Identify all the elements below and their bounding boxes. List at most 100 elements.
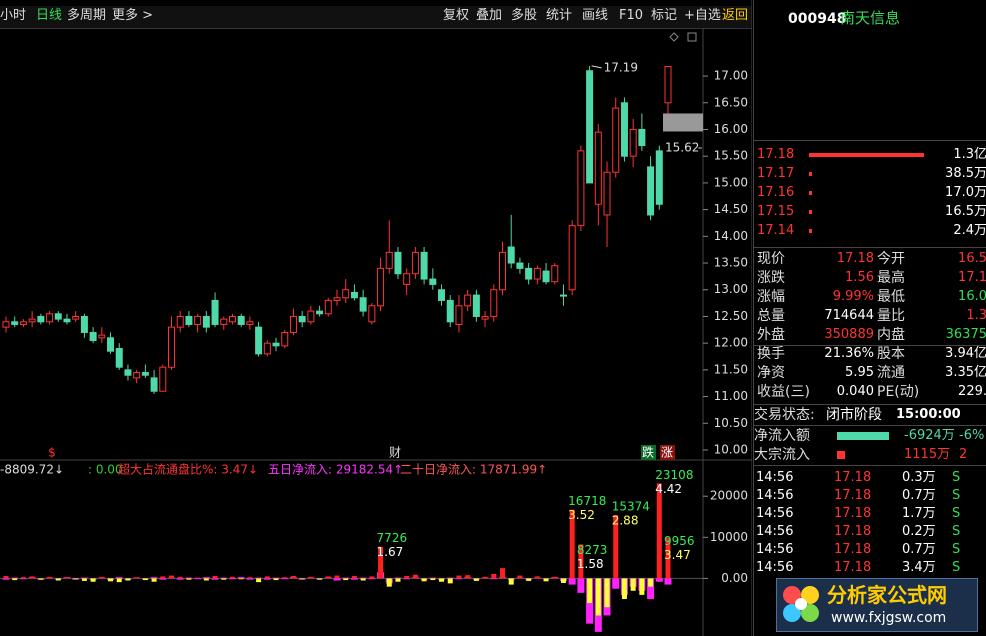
flow-bar bbox=[334, 575, 340, 579]
flow-bar bbox=[263, 578, 271, 580]
flow-bar bbox=[394, 577, 402, 579]
event-marker: 跌 bbox=[642, 445, 654, 460]
stat-value: 16.5 bbox=[958, 251, 986, 266]
flow-bar bbox=[517, 575, 523, 579]
stat-value: 1.56 bbox=[845, 270, 874, 285]
y-tick-label: 12.50 bbox=[714, 309, 748, 323]
candle-body bbox=[220, 318, 228, 325]
flow-value: -6924万 bbox=[904, 428, 955, 443]
y-tick-label: 10.50 bbox=[714, 416, 748, 430]
event-badge bbox=[660, 445, 675, 460]
book-price: 17.15 bbox=[757, 204, 795, 219]
toolbar-button[interactable]: 复权 bbox=[443, 8, 470, 23]
candle-body bbox=[150, 377, 158, 392]
flow-bar bbox=[195, 577, 201, 579]
toolbar-button[interactable]: 多股 bbox=[511, 8, 538, 23]
stat-value: 229. bbox=[958, 384, 986, 399]
candle-body bbox=[98, 334, 106, 339]
y-tick-label: 16.00 bbox=[714, 122, 748, 136]
candle-body bbox=[446, 299, 454, 323]
divider bbox=[754, 345, 986, 346]
toolbar-button[interactable]: 画线 bbox=[582, 8, 609, 23]
stat-label: 今开 bbox=[877, 251, 905, 267]
cursor-dash: - bbox=[698, 140, 702, 154]
y-tick-label: 15.00 bbox=[714, 175, 748, 189]
trade-time: 14:56 bbox=[756, 506, 794, 521]
trade-volume: 3.4万 bbox=[902, 560, 936, 575]
flow-bar bbox=[256, 578, 262, 583]
flow-bar bbox=[568, 578, 576, 585]
stat-label: 现价 bbox=[757, 251, 785, 267]
flow-bar bbox=[447, 578, 453, 584]
toolbar-button[interactable]: 标记 bbox=[651, 8, 678, 23]
flow-bar bbox=[343, 578, 349, 581]
toolbar-button[interactable]: +自选 bbox=[684, 8, 721, 23]
trade-price: 17.18 bbox=[834, 542, 872, 557]
candle-body bbox=[72, 315, 80, 320]
flow-bar bbox=[604, 578, 610, 608]
toolbar-item[interactable]: 小时 bbox=[0, 8, 27, 23]
flow-bar bbox=[587, 578, 593, 604]
book-volume: 1.3亿 bbox=[953, 147, 986, 162]
toolbar-item[interactable]: 多周期 bbox=[67, 8, 107, 23]
trade-volume: 0.7万 bbox=[902, 542, 936, 557]
flow-bar bbox=[837, 432, 889, 440]
candle-body bbox=[455, 305, 463, 325]
toolbar-item[interactable]: 更多 > bbox=[112, 8, 154, 23]
candle-body bbox=[655, 150, 663, 205]
book-price: 17.17 bbox=[757, 166, 795, 181]
trade-time: 14:56 bbox=[756, 470, 794, 485]
trade-volume: 0.2万 bbox=[902, 524, 936, 539]
flow-bar bbox=[246, 578, 254, 580]
toolbar-button[interactable]: 叠加 bbox=[476, 8, 503, 23]
divider bbox=[754, 425, 986, 426]
flow-bar bbox=[630, 578, 636, 591]
trade-time: 14:56 bbox=[756, 560, 794, 575]
flow-bar bbox=[212, 575, 218, 579]
flow-bar bbox=[404, 575, 410, 579]
candle-body bbox=[420, 251, 428, 280]
flow-bar bbox=[282, 577, 288, 579]
trade-side: S bbox=[952, 470, 961, 485]
quote-panel: 000948 南天信息 17.18 1.3亿 17.17 38.5万 17.16 17.0万 1… bbox=[753, 0, 986, 636]
candle-body bbox=[255, 326, 263, 355]
y-tick-label: 17.00 bbox=[714, 69, 748, 83]
stat-value: 714644 bbox=[824, 308, 874, 323]
flow-pct: 2 bbox=[959, 447, 968, 462]
candle-body bbox=[37, 315, 45, 323]
stat-value: 9.99% bbox=[832, 289, 874, 304]
candle-body bbox=[316, 310, 324, 315]
toolbar-button[interactable]: 统计 bbox=[546, 8, 573, 23]
candle-body bbox=[647, 166, 655, 216]
flow-bar bbox=[446, 577, 454, 579]
stat-label: PE(动) bbox=[877, 384, 920, 400]
toolbar: 小时 日线 多周期 更多 > 复权 叠加 多股 统计 画线 F10 标记 +自选 返回 bbox=[0, 6, 752, 29]
bar-ratio-label: 1.67 bbox=[377, 545, 404, 559]
toolbar-item[interactable]: 日线 bbox=[36, 8, 63, 23]
stat-label: 收益(三) bbox=[757, 384, 810, 400]
flow-bar bbox=[281, 578, 289, 580]
candle-body bbox=[620, 102, 628, 157]
toolbar-button[interactable]: F10 bbox=[619, 8, 644, 23]
trade-price: 17.18 bbox=[834, 506, 872, 521]
flow-bar bbox=[238, 578, 244, 580]
stat-value: 3.35亿 bbox=[945, 365, 986, 380]
candle-body bbox=[202, 315, 210, 328]
candle-body bbox=[411, 251, 419, 275]
y-tick-label: 13.00 bbox=[714, 282, 748, 296]
candle-body bbox=[89, 331, 97, 341]
flow-bar bbox=[395, 578, 401, 582]
candle-body bbox=[211, 299, 219, 325]
flow-bar bbox=[578, 544, 584, 579]
stat-label: 外盘 bbox=[757, 327, 785, 343]
book-bar bbox=[809, 210, 812, 214]
stock-code: 000948 bbox=[788, 11, 847, 27]
candle-body bbox=[612, 107, 620, 173]
status-time: 15:00:00 bbox=[896, 407, 961, 422]
stat-value: 16.0 bbox=[958, 289, 986, 304]
flow-bar bbox=[656, 483, 662, 579]
toolbar-button[interactable]: 返回 bbox=[722, 8, 749, 23]
flow-bar bbox=[229, 576, 235, 579]
stat-value: 21.36% bbox=[824, 346, 874, 361]
